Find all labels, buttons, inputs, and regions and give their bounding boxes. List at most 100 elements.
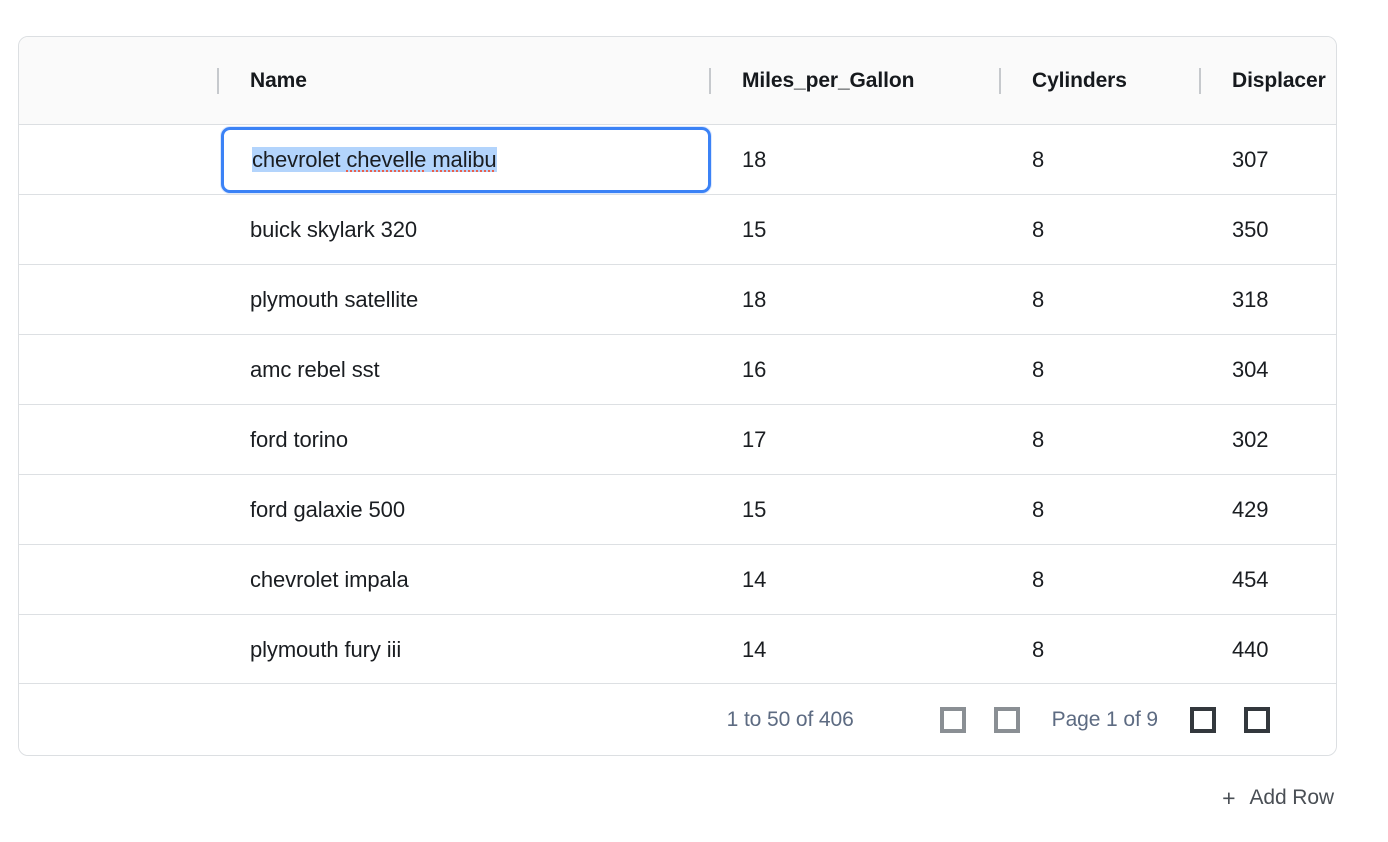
cell-displacement[interactable]: 302 — [1199, 405, 1336, 474]
cell-miles-per-gallon-value: 15 — [742, 496, 767, 522]
cell-index[interactable] — [19, 125, 217, 194]
cell-displacement[interactable]: 307 — [1199, 125, 1336, 194]
column-header-miles-per-gallon[interactable]: Miles_per_Gallon — [709, 37, 999, 124]
column-header-cylinders[interactable]: Cylinders — [999, 37, 1199, 124]
cell-cylinders[interactable]: 8 — [999, 195, 1199, 264]
cell-index[interactable] — [19, 265, 217, 334]
cell-cylinders-value: 8 — [1032, 146, 1045, 172]
table-row[interactable]: plymouth satellite 18 8 318 — [19, 265, 1336, 335]
cell-miles-per-gallon[interactable]: 16 — [709, 335, 999, 404]
column-resize-handle-displacement[interactable] — [1199, 67, 1201, 94]
cell-displacement[interactable]: 304 — [1199, 335, 1336, 404]
cell-miles-per-gallon-value: 18 — [742, 286, 767, 312]
cell-displacement-value: 440 — [1232, 636, 1269, 662]
cell-cylinders-value: 8 — [1032, 496, 1045, 522]
cell-index[interactable] — [19, 405, 217, 474]
cell-name-value: chevrolet impala — [250, 566, 409, 592]
cell-miles-per-gallon[interactable]: 18 — [709, 265, 999, 334]
cell-displacement[interactable]: 429 — [1199, 475, 1336, 544]
column-header-name-label: Name — [250, 68, 307, 92]
cell-displacement[interactable]: 454 — [1199, 545, 1336, 614]
row-range-summary: 1 to 50 of 406 — [726, 707, 854, 731]
column-resize-handle-name[interactable] — [217, 67, 219, 94]
cell-displacement-value: 429 — [1232, 496, 1269, 522]
cell-cylinders[interactable]: 8 — [999, 615, 1199, 684]
cell-name-value: amc rebel sst — [250, 356, 380, 382]
cell-index[interactable] — [19, 335, 217, 404]
table-row[interactable]: chevrolet impala 14 8 454 — [19, 545, 1336, 615]
cell-name[interactable]: plymouth satellite — [217, 265, 709, 334]
cell-editor-text[interactable]: chevrolet chevelle malibu — [224, 147, 497, 173]
table-row[interactable]: ford galaxie 500 15 8 429 — [19, 475, 1336, 545]
cell-miles-per-gallon[interactable]: 15 — [709, 195, 999, 264]
cell-cylinders[interactable]: 8 — [999, 545, 1199, 614]
cell-name[interactable]: chevrolet chevelle malibu — [217, 125, 711, 194]
misspelled-word: chevelle — [346, 147, 427, 172]
cell-miles-per-gallon[interactable]: 14 — [709, 545, 999, 614]
column-header-index[interactable] — [19, 37, 217, 124]
column-header-miles-per-gallon-label: Miles_per_Gallon — [742, 68, 915, 92]
cell-name[interactable]: ford galaxie 500 — [217, 475, 709, 544]
table-row[interactable]: chevrolet chevelle malibu 18 8 307 — [19, 125, 1336, 195]
cell-cylinders[interactable]: 8 — [999, 475, 1199, 544]
table-row[interactable]: plymouth fury iii 14 8 440 — [19, 615, 1336, 685]
cell-name-value: plymouth satellite — [250, 286, 419, 312]
cell-displacement[interactable]: 440 — [1199, 615, 1336, 684]
next-page-button[interactable] — [1190, 706, 1216, 733]
add-row-button[interactable]: + Add Row — [1220, 782, 1336, 814]
first-page-button[interactable] — [939, 706, 966, 733]
misspelled-word: malibu — [432, 147, 497, 172]
cell-cylinders-value: 8 — [1032, 566, 1045, 592]
last-page-button[interactable] — [1244, 706, 1270, 733]
cell-miles-per-gallon[interactable]: 18 — [709, 125, 999, 194]
cell-miles-per-gallon[interactable]: 17 — [709, 405, 999, 474]
cell-displacement[interactable]: 350 — [1199, 195, 1336, 264]
cell-displacement[interactable]: 318 — [1199, 265, 1336, 334]
cell-editor-selection: chevrolet chevelle malibu — [252, 147, 497, 172]
cell-cylinders-value: 8 — [1032, 426, 1045, 452]
cell-miles-per-gallon-value: 16 — [742, 356, 767, 382]
cell-cylinders[interactable]: 8 — [999, 405, 1199, 474]
cell-name-value: ford torino — [250, 426, 348, 452]
cell-miles-per-gallon-value: 15 — [742, 216, 767, 242]
data-grid: Name Miles_per_Gallon Cylinders Displace… — [18, 36, 1337, 756]
cell-index[interactable] — [19, 195, 217, 264]
column-resize-handle-miles-per-gallon[interactable] — [709, 67, 711, 94]
cell-name-value: plymouth fury iii — [250, 636, 402, 662]
cell-name[interactable]: ford torino — [217, 405, 709, 474]
cell-miles-per-gallon[interactable]: 15 — [709, 475, 999, 544]
cell-miles-per-gallon[interactable]: 14 — [709, 615, 999, 684]
cell-name-value: ford galaxie 500 — [250, 496, 405, 522]
plus-icon: + — [1222, 784, 1236, 811]
table-row[interactable]: ford torino 17 8 302 — [19, 405, 1336, 475]
cell-name[interactable]: plymouth fury iii — [217, 615, 709, 684]
previous-page-button[interactable] — [993, 706, 1020, 733]
cell-index[interactable] — [19, 475, 217, 544]
column-header-name[interactable]: Name — [217, 37, 709, 124]
cell-name[interactable]: amc rebel sst — [217, 335, 709, 404]
cell-index[interactable] — [19, 615, 217, 684]
cell-name[interactable]: chevrolet impala — [217, 545, 709, 614]
column-header-displacement[interactable]: Displacer — [1199, 37, 1336, 124]
grid-body: chevrolet chevelle malibu 18 8 307 — [19, 125, 1336, 685]
table-row[interactable]: amc rebel sst 16 8 304 — [19, 335, 1336, 405]
cell-displacement-value: 302 — [1232, 426, 1269, 452]
cell-cylinders-value: 8 — [1032, 286, 1045, 312]
cell-cylinders-value: 8 — [1032, 356, 1045, 382]
column-resize-handle-cylinders[interactable] — [999, 67, 1001, 94]
cell-cylinders-value: 8 — [1032, 216, 1045, 242]
cell-miles-per-gallon-value: 14 — [742, 636, 767, 662]
cell-cylinders[interactable]: 8 — [999, 265, 1199, 334]
cell-displacement-value: 304 — [1232, 356, 1269, 382]
cell-cylinders[interactable]: 8 — [999, 125, 1199, 194]
cell-displacement-value: 350 — [1232, 216, 1269, 242]
cell-displacement-value: 318 — [1232, 286, 1269, 312]
cell-miles-per-gallon-value: 18 — [742, 146, 767, 172]
cell-cylinders[interactable]: 8 — [999, 335, 1199, 404]
add-row-label: Add Row — [1249, 786, 1334, 809]
cell-index[interactable] — [19, 545, 217, 614]
grid-header-row: Name Miles_per_Gallon Cylinders Displace… — [19, 37, 1336, 125]
table-row[interactable]: buick skylark 320 15 8 350 — [19, 195, 1336, 265]
cell-name[interactable]: buick skylark 320 — [217, 195, 709, 264]
cell-editor-name[interactable]: chevrolet chevelle malibu — [221, 127, 711, 193]
